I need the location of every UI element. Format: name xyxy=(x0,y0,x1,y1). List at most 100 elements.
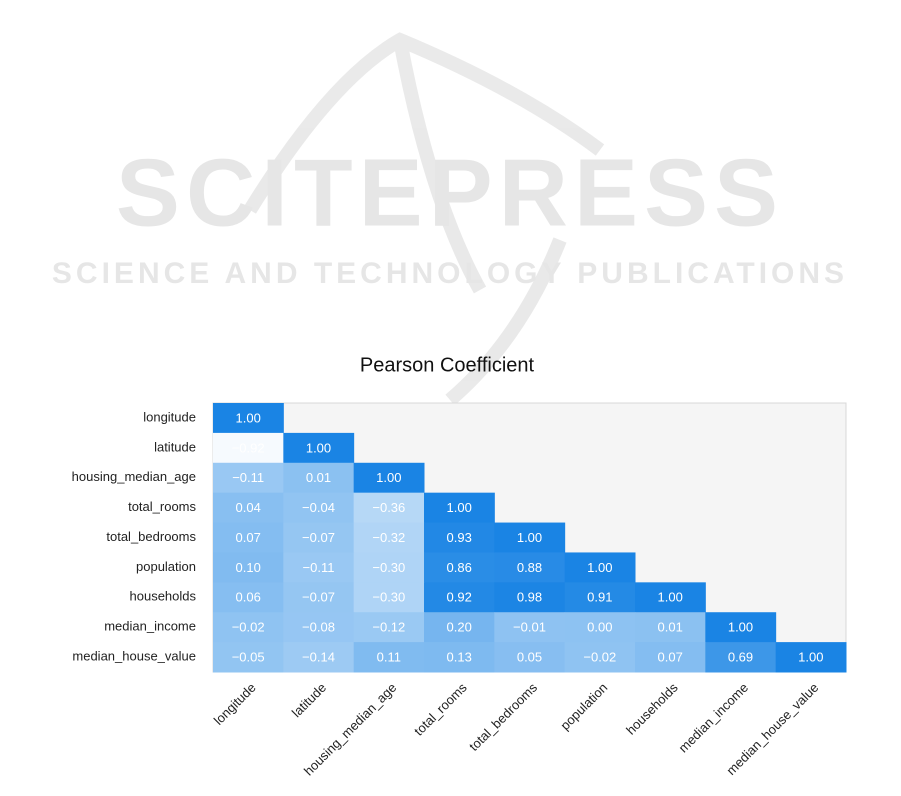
x-tick-label: population xyxy=(557,680,610,733)
heatmap-cell xyxy=(283,552,355,583)
cell-value-label: −0.11 xyxy=(232,470,264,485)
cell-value-label: 0.01 xyxy=(306,470,331,485)
chart-title: Pearson Coefficient xyxy=(360,354,535,376)
heatmap-cell xyxy=(564,582,636,613)
y-tick-label: total_bedrooms xyxy=(106,529,196,544)
cell-value-label: 0.10 xyxy=(236,560,261,575)
cell-value-label: −0.05 xyxy=(232,649,265,664)
cell-value-label: 1.00 xyxy=(376,470,401,485)
x-tick-label: households xyxy=(623,680,681,738)
cell-value-label: −0.02 xyxy=(583,649,616,664)
heatmap-cell xyxy=(424,522,495,553)
cell-value-label: 0.20 xyxy=(447,620,472,635)
cell-value-label: −0.30 xyxy=(372,590,405,605)
cell-value-label: −0.12 xyxy=(372,620,405,635)
cell-value-label: 0.91 xyxy=(587,590,612,605)
heatmap-cell xyxy=(213,522,284,553)
heatmap-cell xyxy=(213,612,284,643)
x-tick-label: total_rooms xyxy=(411,680,470,739)
cell-value-label: 1.00 xyxy=(306,440,331,455)
heatmap-cell xyxy=(424,582,495,613)
cell-value-label: 0.05 xyxy=(517,649,542,664)
x-tick-label: total_bedrooms xyxy=(466,680,540,754)
heatmap-cell xyxy=(635,612,706,643)
y-tick-label: total_rooms xyxy=(128,499,196,514)
heatmap-cell xyxy=(424,552,495,583)
heatmap-cell xyxy=(283,492,355,524)
heatmap-cell xyxy=(353,582,425,613)
heatmap-cell xyxy=(283,522,355,553)
heatmap-cell xyxy=(705,612,777,643)
cell-value-label: −0.30 xyxy=(372,560,405,575)
heatmap-cell xyxy=(424,642,495,673)
cell-value-label: −0.02 xyxy=(232,620,265,635)
cell-value-label: 0.93 xyxy=(447,530,472,545)
watermark-subtitle: SCIENCE AND TECHNOLOGY PUBLICATIONS xyxy=(52,257,848,290)
x-tick-label: latitude xyxy=(289,680,329,720)
y-tick-label: latitude xyxy=(154,439,196,454)
heatmap-cell xyxy=(775,642,847,673)
heatmap-cell xyxy=(564,552,636,583)
cell-value-label: 1.00 xyxy=(658,590,683,605)
heatmap-cell xyxy=(353,612,425,643)
heatmap-cell xyxy=(283,582,355,613)
cell-value-label: 0.11 xyxy=(377,649,401,664)
cell-value-label: 0.13 xyxy=(447,649,472,664)
cell-value-label: −0.08 xyxy=(302,620,335,635)
cell-value-label: 0.06 xyxy=(236,590,261,605)
heatmap-cell xyxy=(283,612,355,643)
heatmap-cell xyxy=(494,612,566,643)
heatmap-cell xyxy=(353,642,425,673)
cell-value-label: −0.07 xyxy=(302,530,335,545)
heatmap-cell xyxy=(353,522,425,553)
cell-value-label: 0.01 xyxy=(658,620,683,635)
y-tick-label: households xyxy=(130,589,197,604)
cell-value-label: 1.00 xyxy=(517,530,542,545)
cell-value-label: −0.01 xyxy=(513,620,546,635)
cell-value-label: 0.07 xyxy=(236,530,261,545)
heatmap-cell xyxy=(494,582,566,613)
cell-value-label: 1.00 xyxy=(587,560,612,575)
cell-value-label: 0.86 xyxy=(447,560,472,575)
heatmap-cell xyxy=(283,462,355,494)
heatmap-cell xyxy=(635,582,706,613)
heatmap-cell xyxy=(213,432,284,464)
cell-value-label: 1.00 xyxy=(236,410,261,425)
heatmap-cell xyxy=(213,552,284,583)
heatmap-cell xyxy=(213,582,284,613)
cell-value-label: −0.36 xyxy=(372,500,405,515)
cell-value-label: −0.07 xyxy=(302,590,335,605)
cell-value-label: 0.88 xyxy=(517,560,542,575)
cell-value-label: 1.00 xyxy=(798,649,823,664)
heatmap-cell xyxy=(213,642,284,673)
heatmap-cell xyxy=(705,642,777,673)
y-tick-label: longitude xyxy=(143,409,196,424)
heatmap-cell xyxy=(564,642,636,673)
heatmap-cell xyxy=(353,492,425,524)
heatmap-cell xyxy=(564,612,636,643)
y-tick-label: housing_median_age xyxy=(72,469,196,484)
cell-value-label: 0.00 xyxy=(587,620,612,635)
x-tick-label: longitude xyxy=(211,680,259,728)
watermark-shape xyxy=(244,32,605,406)
cell-value-label: −0.04 xyxy=(302,500,335,515)
cell-value-label: 0.92 xyxy=(447,590,472,605)
y-tick-label: median_house_value xyxy=(72,648,196,663)
heatmap-cell xyxy=(213,492,284,524)
cell-value-label: 0.07 xyxy=(658,649,683,664)
heatmap-cell xyxy=(424,612,495,643)
heatmap-cell xyxy=(494,522,566,553)
heatmap-cell xyxy=(283,642,355,673)
y-tick-label: population xyxy=(136,559,196,574)
y-tick-label: median_income xyxy=(104,619,196,634)
heatmap-cell xyxy=(424,492,495,524)
x-tick-label: median_income xyxy=(676,680,752,756)
heatmap-cell xyxy=(494,642,566,673)
cell-value-label: 1.00 xyxy=(728,620,753,635)
heatmap-cell xyxy=(635,642,706,673)
cell-value-label: −0.92 xyxy=(232,440,265,455)
heatmap-cell xyxy=(213,403,284,434)
cell-value-label: −0.32 xyxy=(372,530,405,545)
cell-value-label: 0.98 xyxy=(517,590,542,605)
